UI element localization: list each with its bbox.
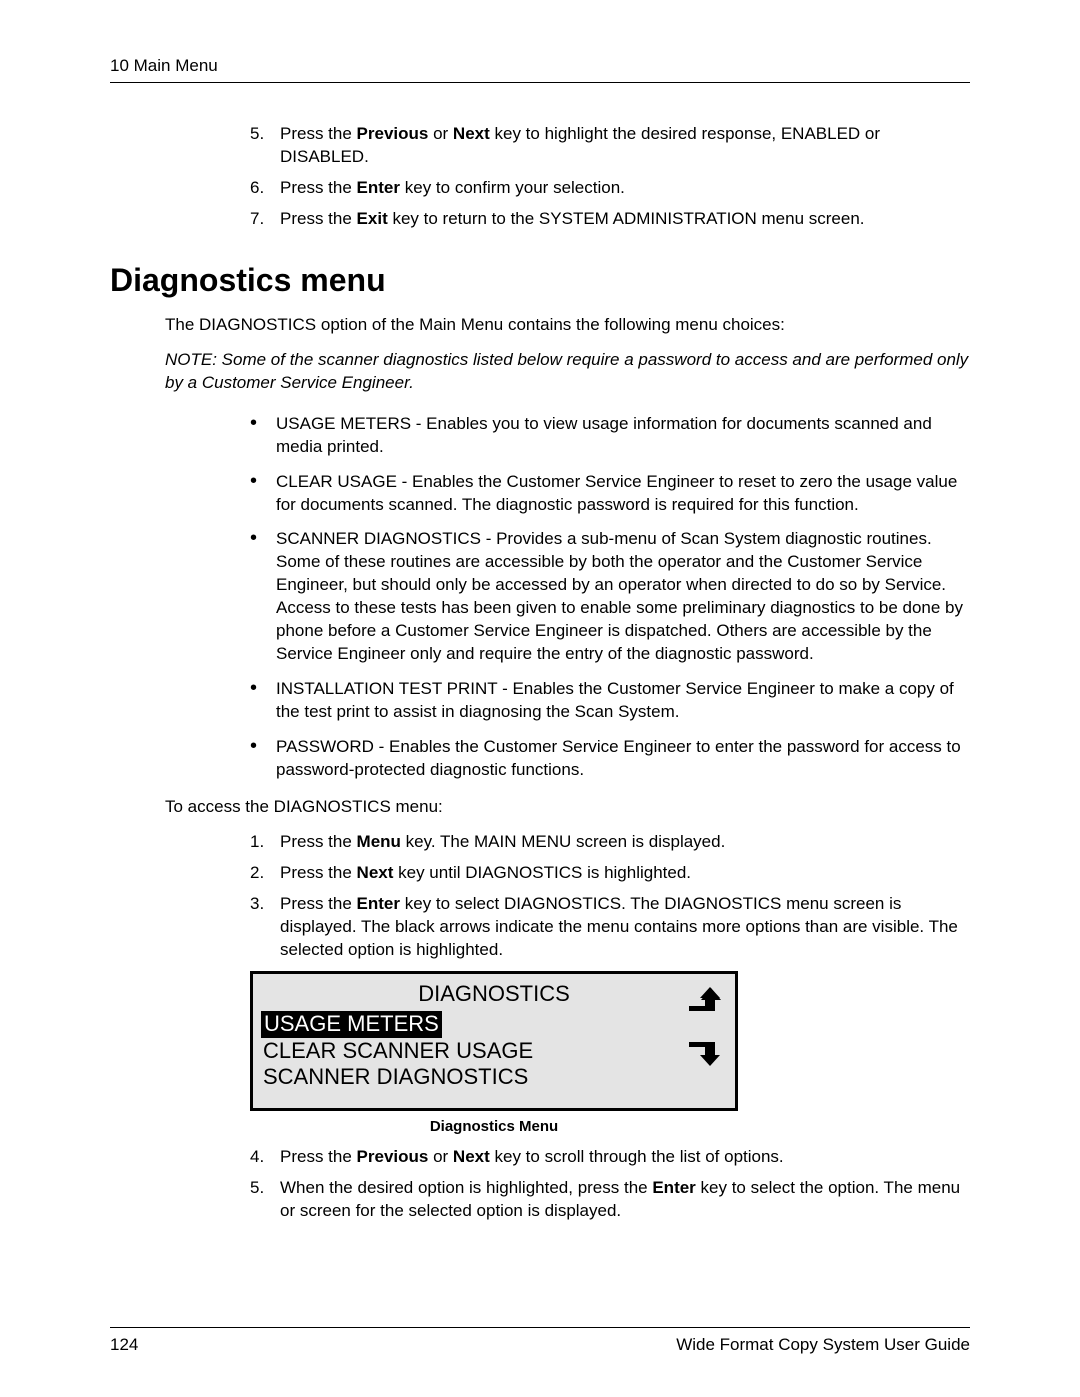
scroll-up-icon <box>687 986 721 1021</box>
post-step-4: 4.Press the Previous or Next key to scro… <box>250 1146 970 1169</box>
lcd-row-scanner-diag: SCANNER DIAGNOSTICS <box>261 1064 727 1090</box>
step-text: When the desired option is highlighted, … <box>280 1178 960 1220</box>
step-text: Press the Next key until DIAGNOSTICS is … <box>280 863 691 882</box>
bullet-clear-usage: CLEAR USAGE - Enables the Customer Servi… <box>250 471 970 517</box>
access-steps: 1.Press the Menu key. The MAIN MENU scre… <box>110 831 970 962</box>
step-text: Press the Enter key to select DIAGNOSTIC… <box>280 894 958 959</box>
scroll-down-icon <box>687 1039 721 1074</box>
post-step-5: 5.When the desired option is highlighted… <box>250 1177 970 1223</box>
access-intro: To access the DIAGNOSTICS menu: <box>110 796 970 819</box>
access-step-1: 1.Press the Menu key. The MAIN MENU scre… <box>250 831 970 854</box>
page-header: 10 Main Menu <box>110 55 970 83</box>
step-6: 6.Press the Enter key to confirm your se… <box>250 177 970 200</box>
access-step-2: 2.Press the Next key until DIAGNOSTICS i… <box>250 862 970 885</box>
lcd-screen: DIAGNOSTICS USAGE METERS CLEAR SCANNER U… <box>250 971 738 1111</box>
bullet-password: PASSWORD - Enables the Customer Service … <box>250 736 970 782</box>
chapter-label: 10 Main Menu <box>110 56 218 75</box>
step-text: Press the Enter key to confirm your sele… <box>280 178 625 197</box>
bullet-scanner-diagnostics: SCANNER DIAGNOSTICS - Provides a sub-men… <box>250 528 970 666</box>
step-text: Press the Menu key. The MAIN MENU screen… <box>280 832 725 851</box>
post-lcd-steps: 4.Press the Previous or Next key to scro… <box>110 1146 970 1223</box>
step-7: 7.Press the Exit key to return to the SY… <box>250 208 970 231</box>
note-paragraph: NOTE: Some of the scanner diagnostics li… <box>110 349 970 395</box>
step-5: 5.Press the Previous or Next key to high… <box>250 123 970 169</box>
lcd-row-clear-scanner: CLEAR SCANNER USAGE <box>261 1038 727 1064</box>
bullet-usage-meters: USAGE METERS - Enables you to view usage… <box>250 413 970 459</box>
section-heading: Diagnostics menu <box>110 259 970 302</box>
lcd-caption: Diagnostics Menu <box>250 1117 738 1137</box>
step-text: Press the Exit key to return to the SYST… <box>280 209 865 228</box>
page-number: 124 <box>110 1334 138 1357</box>
page-footer: 124 Wide Format Copy System User Guide <box>110 1327 970 1357</box>
bullet-installation-test-print: INSTALLATION TEST PRINT - Enables the Cu… <box>250 678 970 724</box>
continuation-steps: 5.Press the Previous or Next key to high… <box>250 123 970 231</box>
lcd-row-usage-meters: USAGE METERS <box>261 1011 442 1037</box>
doc-title: Wide Format Copy System User Guide <box>676 1334 970 1357</box>
intro-paragraph: The DIAGNOSTICS option of the Main Menu … <box>110 314 970 337</box>
access-step-3: 3.Press the Enter key to select DIAGNOST… <box>250 893 970 962</box>
step-text: Press the Previous or Next key to highli… <box>280 124 880 166</box>
feature-bullets: USAGE METERS - Enables you to view usage… <box>110 413 970 782</box>
step-text: Press the Previous or Next key to scroll… <box>280 1147 784 1166</box>
lcd-title: DIAGNOSTICS <box>261 979 727 1009</box>
